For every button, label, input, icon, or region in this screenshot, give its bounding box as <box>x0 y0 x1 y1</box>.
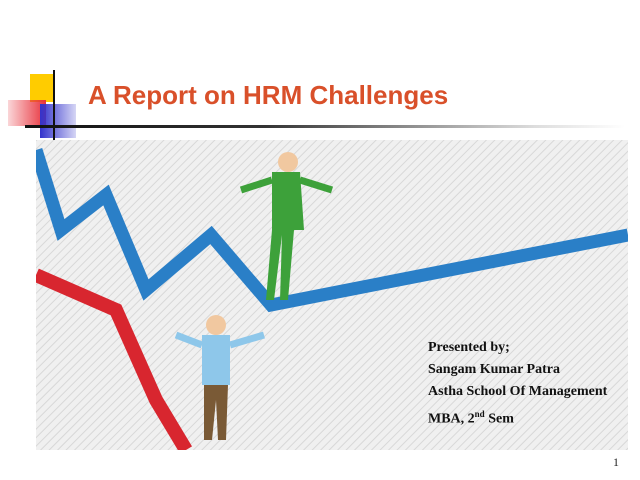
slide-title: A Report on HRM Challenges <box>88 80 449 110</box>
course-info: MBA, 2nd Sem <box>428 403 607 431</box>
course-superscript: nd <box>474 409 485 419</box>
growth-decline-illustration <box>36 140 628 450</box>
course-suffix: Sem <box>484 411 514 427</box>
course-prefix: MBA, 2 <box>428 411 475 427</box>
institution-name: Astha School Of Management <box>428 384 608 399</box>
title-underline <box>25 125 625 128</box>
presenter-info: Presented by; Sangam Kumar Patra Astha S… <box>428 337 607 431</box>
falling-red-arrow <box>36 268 193 450</box>
presenter-name: Sangam Kumar Patra <box>428 362 560 377</box>
rising-blue-arrow <box>36 148 628 313</box>
presenter-label: Presented by; <box>428 340 510 355</box>
businessman-happy <box>239 152 334 300</box>
page-number: 1 <box>613 455 619 469</box>
businessman-worried <box>174 315 265 440</box>
